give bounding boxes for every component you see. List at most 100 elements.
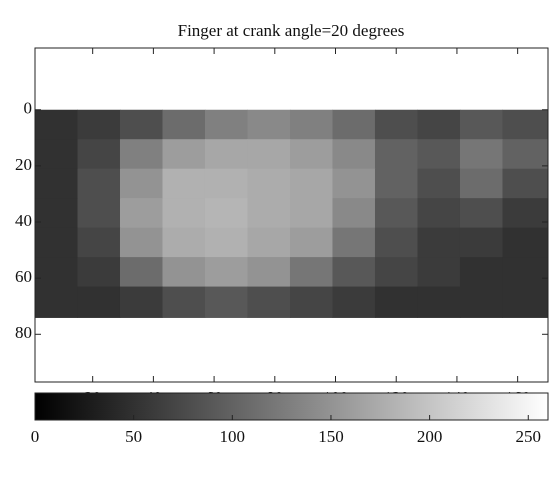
heatmap-cell xyxy=(502,168,549,199)
heatmap-cell xyxy=(162,257,206,288)
heatmap-cell xyxy=(162,227,206,258)
heatmap-cell xyxy=(247,139,291,170)
heatmap-cell xyxy=(417,198,461,229)
heatmap-cell xyxy=(289,227,333,258)
heatmap-cell xyxy=(35,227,78,258)
heatmap-cell xyxy=(459,257,503,288)
heatmap-cell xyxy=(374,257,418,288)
heatmap-cell xyxy=(417,227,461,258)
heatmap-cell xyxy=(502,198,549,229)
heatmap-cell xyxy=(119,168,163,199)
heatmap-cell xyxy=(247,286,291,318)
y-tick-label: 60 xyxy=(15,267,32,286)
heatmap-cell xyxy=(119,286,163,318)
heatmap-cell xyxy=(502,257,549,288)
heatmap-cell xyxy=(374,139,418,170)
heatmap-cell xyxy=(502,109,549,140)
heatmap-cell xyxy=(374,198,418,229)
heatmap-cell xyxy=(119,109,163,140)
y-tick-label: 20 xyxy=(15,155,32,174)
heatmap-cell xyxy=(417,286,461,318)
heatmap-cell xyxy=(35,257,78,288)
y-tick-label: 40 xyxy=(15,211,32,230)
colorbar-tick-label: 50 xyxy=(125,427,142,446)
colorbar-tick-label: 150 xyxy=(318,427,344,446)
heatmap-cell xyxy=(374,227,418,258)
heatmap-cell xyxy=(247,257,291,288)
heatmap-cell xyxy=(77,227,121,258)
heatmap-cell xyxy=(77,139,121,170)
heatmap-cell xyxy=(204,227,248,258)
heatmap-cell xyxy=(289,286,333,318)
heatmap-cell xyxy=(332,286,376,318)
heatmap-cell xyxy=(332,257,376,288)
heatmap-cell xyxy=(35,109,78,140)
colorbar-tick-label: 100 xyxy=(220,427,246,446)
heatmap-cell xyxy=(204,286,248,318)
heatmap-cell xyxy=(247,198,291,229)
heatmap-cell xyxy=(289,257,333,288)
heatmap-cell xyxy=(35,139,78,170)
heatmap-cell xyxy=(332,139,376,170)
heatmap-cell xyxy=(162,286,206,318)
heatmap-cell xyxy=(119,227,163,258)
chart-title: Finger at crank angle=20 degrees xyxy=(178,21,405,40)
heatmap-cell xyxy=(35,168,78,199)
heatmap-cell xyxy=(247,227,291,258)
heatmap-cell xyxy=(77,168,121,199)
heatmap-cell xyxy=(247,109,291,140)
heatmap-cell xyxy=(162,109,206,140)
heatmap-cell xyxy=(204,109,248,140)
heatmap-cell xyxy=(459,168,503,199)
heatmap-cell xyxy=(77,198,121,229)
heatmap-cell xyxy=(204,198,248,229)
heatmap-cell xyxy=(417,257,461,288)
plot-frame xyxy=(34,47,549,383)
heatmap-cell xyxy=(204,168,248,199)
colorbar-tick-label: 0 xyxy=(31,427,40,446)
heatmap-cell xyxy=(162,139,206,170)
heatmap-cell xyxy=(119,198,163,229)
heatmap-cell xyxy=(374,286,418,318)
colorbar-tick-label: 200 xyxy=(417,427,443,446)
heatmap-cell xyxy=(459,227,503,258)
heatmap-cell xyxy=(459,286,503,318)
heatmap-cell xyxy=(332,227,376,258)
heatmap-cell xyxy=(417,109,461,140)
heatmap-cell xyxy=(332,109,376,140)
heatmap-cell xyxy=(459,109,503,140)
heatmap-cell xyxy=(204,257,248,288)
heatmap-cell xyxy=(417,139,461,170)
colorbar xyxy=(34,392,549,421)
heatmap-cell xyxy=(289,198,333,229)
heatmap-cell xyxy=(374,168,418,199)
y-tick-label: 80 xyxy=(15,323,32,342)
heatmap-cell xyxy=(289,168,333,199)
heatmap-cell xyxy=(35,286,78,318)
heatmap-cell xyxy=(289,139,333,170)
heatmap-cell xyxy=(77,109,121,140)
heatmap-cell xyxy=(162,198,206,229)
heatmap-cell xyxy=(289,109,333,140)
heatmap-cell xyxy=(119,257,163,288)
heatmap-cell xyxy=(459,139,503,170)
heatmap-cell xyxy=(502,227,549,258)
heatmap-cell xyxy=(119,139,163,170)
colorbar-tick-label: 250 xyxy=(516,427,542,446)
y-tick-label: 0 xyxy=(24,99,33,118)
heatmap-cell xyxy=(417,168,461,199)
heatmap-cell xyxy=(332,198,376,229)
heatmap-cell xyxy=(502,139,549,170)
heatmap-cell xyxy=(247,168,291,199)
heatmap-cell xyxy=(204,139,248,170)
heatmap-cell xyxy=(77,286,121,318)
heatmap-cell xyxy=(332,168,376,199)
heatmap-cell xyxy=(35,198,78,229)
heatmap-cell xyxy=(77,257,121,288)
heatmap-cell xyxy=(459,198,503,229)
heatmap-cell xyxy=(374,109,418,140)
heatmap-cell xyxy=(162,168,206,199)
heatmap-cell xyxy=(502,286,549,318)
